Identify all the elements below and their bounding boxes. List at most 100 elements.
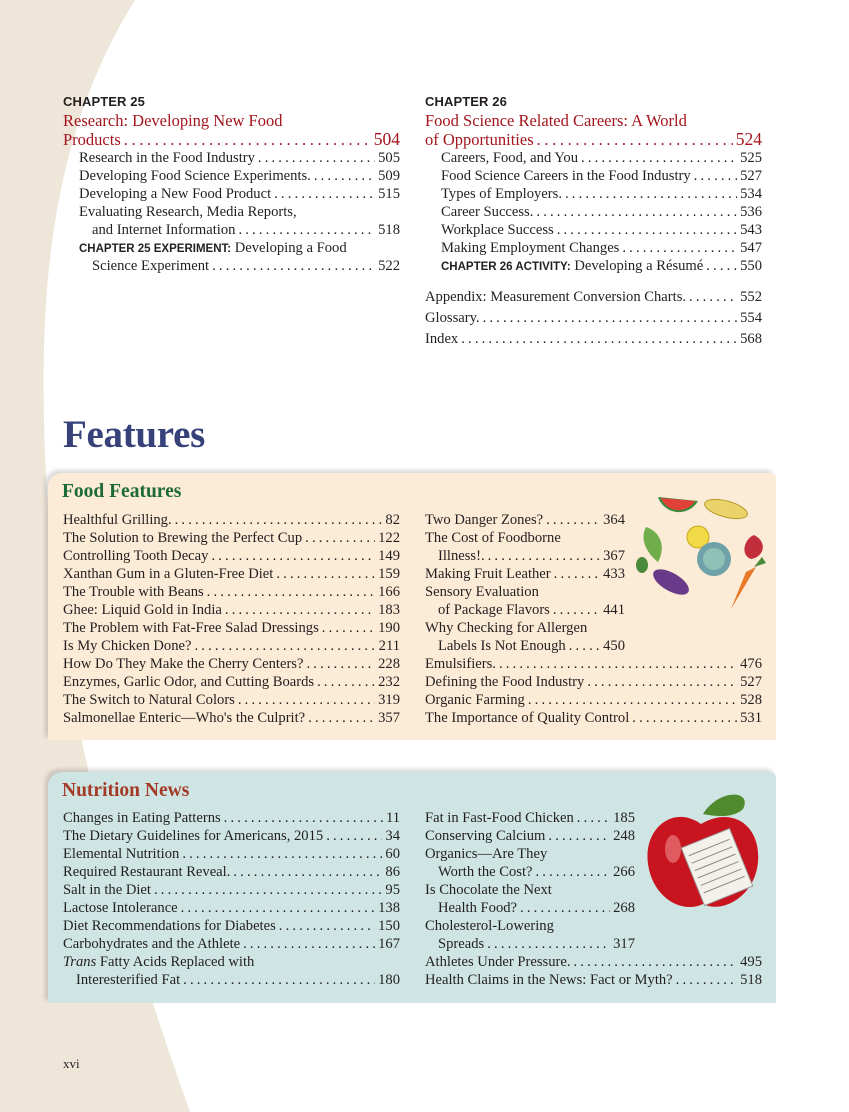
- toc-entry[interactable]: Cholesterol-Lowering Spreads 317: [425, 917, 635, 953]
- toc-entry[interactable]: Healthful Grilling. 82: [63, 511, 400, 529]
- toc-entry[interactable]: The Solution to Brewing the Perfect Cup 1…: [63, 529, 400, 547]
- entry-title-cont: of Package Flavors: [438, 602, 550, 618]
- dot-leader: [488, 547, 600, 565]
- entry-title: Conserving Calcium: [425, 828, 546, 844]
- toc-entry[interactable]: The Dietary Guidelines for Americans, 20…: [63, 827, 400, 845]
- entry-title: Salmonellae Enteric—Who's the Culprit?: [63, 710, 306, 726]
- chapter-activity[interactable]: CHAPTER 26 ACTIVITY: Developing a Résumé…: [441, 257, 762, 275]
- toc-entry[interactable]: Controlling Tooth Decay 149: [63, 547, 400, 565]
- toc-entry[interactable]: Food Science Careers in the Food Industr…: [441, 167, 762, 185]
- page-number: 166: [378, 584, 400, 600]
- toc-entry[interactable]: The Cost of Foodborne Illness!. 367: [425, 529, 625, 565]
- entry-row: and Internet Information 518: [92, 221, 400, 239]
- toc-entry[interactable]: Enzymes, Garlic Odor, and Cutting Boards…: [63, 673, 400, 691]
- toc-entry[interactable]: Trans Fatty Acids Replaced with Intereste…: [63, 953, 400, 989]
- toc-entry[interactable]: Conserving Calcium 248: [425, 827, 635, 845]
- chapter-title-row[interactable]: of Opportunities 524: [425, 130, 762, 150]
- page-number: 531: [740, 710, 762, 726]
- entry-row: of Package Flavors 441: [438, 601, 625, 619]
- toc-entry[interactable]: Index 568: [425, 330, 762, 351]
- chapter-experiment[interactable]: CHAPTER 25 EXPERIMENT: Developing a Food…: [79, 239, 400, 275]
- toc-entry[interactable]: Salmonellae Enteric—Who's the Culprit? 35…: [63, 709, 400, 727]
- entry-row: Career Success. 536: [441, 203, 762, 221]
- toc-entry[interactable]: Evaluating Research, Media Reports, and I…: [79, 203, 400, 239]
- entry-title: Lactose Intolerance: [63, 900, 178, 916]
- toc-entry[interactable]: The Importance of Quality Control 531: [425, 709, 762, 727]
- toc-entry[interactable]: Xanthan Gum in a Gluten-Free Diet 159: [63, 565, 400, 583]
- toc-entry[interactable]: Elemental Nutrition 60: [63, 845, 400, 863]
- dot-leader: [694, 167, 737, 185]
- page-number: 60: [385, 846, 400, 862]
- dot-leader: [548, 827, 610, 845]
- toc-entry[interactable]: Making Fruit Leather 433: [425, 565, 625, 583]
- toc-entry[interactable]: Research in the Food Industry 505: [79, 149, 400, 167]
- entry-title: Carbohydrates and the Athlete: [63, 936, 241, 952]
- page-number: 543: [740, 222, 762, 238]
- toc-entry[interactable]: Carbohydrates and the Athlete 167: [63, 935, 400, 953]
- toc-entry[interactable]: Why Checking for Allergen Labels Is Not E…: [425, 619, 625, 655]
- entry-title: Trans Fatty Acids Replaced with: [63, 953, 400, 971]
- toc-entry[interactable]: Lactose Intolerance 138: [63, 899, 400, 917]
- page-number: 527: [740, 168, 762, 184]
- entry-title: Health Claims in the News: Fact or Myth?: [425, 972, 673, 988]
- toc-entry[interactable]: Organics—Are They Worth the Cost? 266: [425, 845, 635, 881]
- page-number: 122: [378, 530, 400, 546]
- toc-entry[interactable]: Organic Farming 528: [425, 691, 762, 709]
- toc-entry[interactable]: Workplace Success 543: [441, 221, 762, 239]
- entry-row: The Problem with Fat-Free Salad Dressing…: [63, 619, 400, 637]
- toc-entry[interactable]: Appendix: Measurement Conversion Charts.…: [425, 288, 762, 309]
- toc-entry[interactable]: Is Chocolate the Next Health Food? 268: [425, 881, 635, 917]
- dot-leader: [258, 149, 375, 167]
- dot-leader: [181, 899, 375, 917]
- entry-row: Making Fruit Leather 433: [425, 565, 625, 583]
- toc-entry[interactable]: Fat in Fast-Food Chicken 185: [425, 809, 635, 827]
- toc-entry[interactable]: Athletes Under Pressure. 495: [425, 953, 762, 971]
- toc-entry[interactable]: Career Success. 536: [441, 203, 762, 221]
- toc-entry[interactable]: Careers, Food, and You 525: [441, 149, 762, 167]
- chapter-label: CHAPTER 26: [425, 94, 507, 109]
- toc-entry[interactable]: Two Danger Zones? 364: [425, 511, 625, 529]
- toc-entry[interactable]: Health Claims in the News: Fact or Myth?…: [425, 971, 762, 989]
- toc-entry[interactable]: Glossary. 554: [425, 309, 762, 330]
- dot-leader: [528, 691, 737, 709]
- page-number: 149: [378, 548, 400, 564]
- entry-row: Ghee: Liquid Gold in India 183: [63, 601, 400, 619]
- experiment-label: CHAPTER 25 EXPERIMENT:: [79, 243, 232, 255]
- page-number: 528: [740, 692, 762, 708]
- toc-entry[interactable]: Sensory Evaluation of Package Flavors 441: [425, 583, 625, 619]
- toc-entry[interactable]: Developing a New Food Product 515: [79, 185, 400, 203]
- entry-row: Spreads 317: [438, 935, 635, 953]
- dot-leader: [326, 827, 382, 845]
- page-number: 450: [603, 638, 625, 654]
- toc-entry[interactable]: Developing Food Science Experiments. 509: [79, 167, 400, 185]
- toc-entry[interactable]: Types of Employers. 534: [441, 185, 762, 203]
- page-number: 266: [613, 864, 635, 880]
- entry-title-cont: Worth the Cost?: [438, 864, 533, 880]
- toc-entry[interactable]: Making Employment Changes 547: [441, 239, 762, 257]
- dot-leader: [194, 637, 375, 655]
- page-number: 190: [378, 620, 400, 636]
- toc-entry[interactable]: How Do They Make the Cherry Centers? 228: [63, 655, 400, 673]
- toc-entry[interactable]: Ghee: Liquid Gold in India 183: [63, 601, 400, 619]
- entry-title: The Dietary Guidelines for Americans, 20…: [63, 828, 324, 844]
- entry-row: The Solution to Brewing the Perfect Cup 1…: [63, 529, 400, 547]
- page-number: 268: [613, 900, 635, 916]
- chapter-title-row[interactable]: Products 504: [63, 130, 400, 150]
- toc-entry[interactable]: The Switch to Natural Colors 319: [63, 691, 400, 709]
- toc-entry[interactable]: The Problem with Fat-Free Salad Dressing…: [63, 619, 400, 637]
- toc-entry[interactable]: Diet Recommendations for Diabetes 150: [63, 917, 400, 935]
- toc-entry[interactable]: Salt in the Diet 95: [63, 881, 400, 899]
- dot-leader: [314, 167, 375, 185]
- toc-entry[interactable]: Changes in Eating Patterns 11: [63, 809, 400, 827]
- toc-entry[interactable]: Defining the Food Industry 527: [425, 673, 762, 691]
- dot-leader: [574, 953, 738, 971]
- toc-entry[interactable]: Is My Chicken Done? 211: [63, 637, 400, 655]
- toc-entry[interactable]: The Trouble with Beans 166: [63, 583, 400, 601]
- toc-entry[interactable]: Required Restaurant Reveal. 86: [63, 863, 400, 881]
- toc-entry[interactable]: Emulsifiers. 476: [425, 655, 762, 673]
- page-number: 138: [378, 900, 400, 916]
- dot-leader: [565, 185, 737, 203]
- entry-title: Workplace Success: [441, 222, 554, 238]
- entry-row: Labels Is Not Enough 450: [438, 637, 625, 655]
